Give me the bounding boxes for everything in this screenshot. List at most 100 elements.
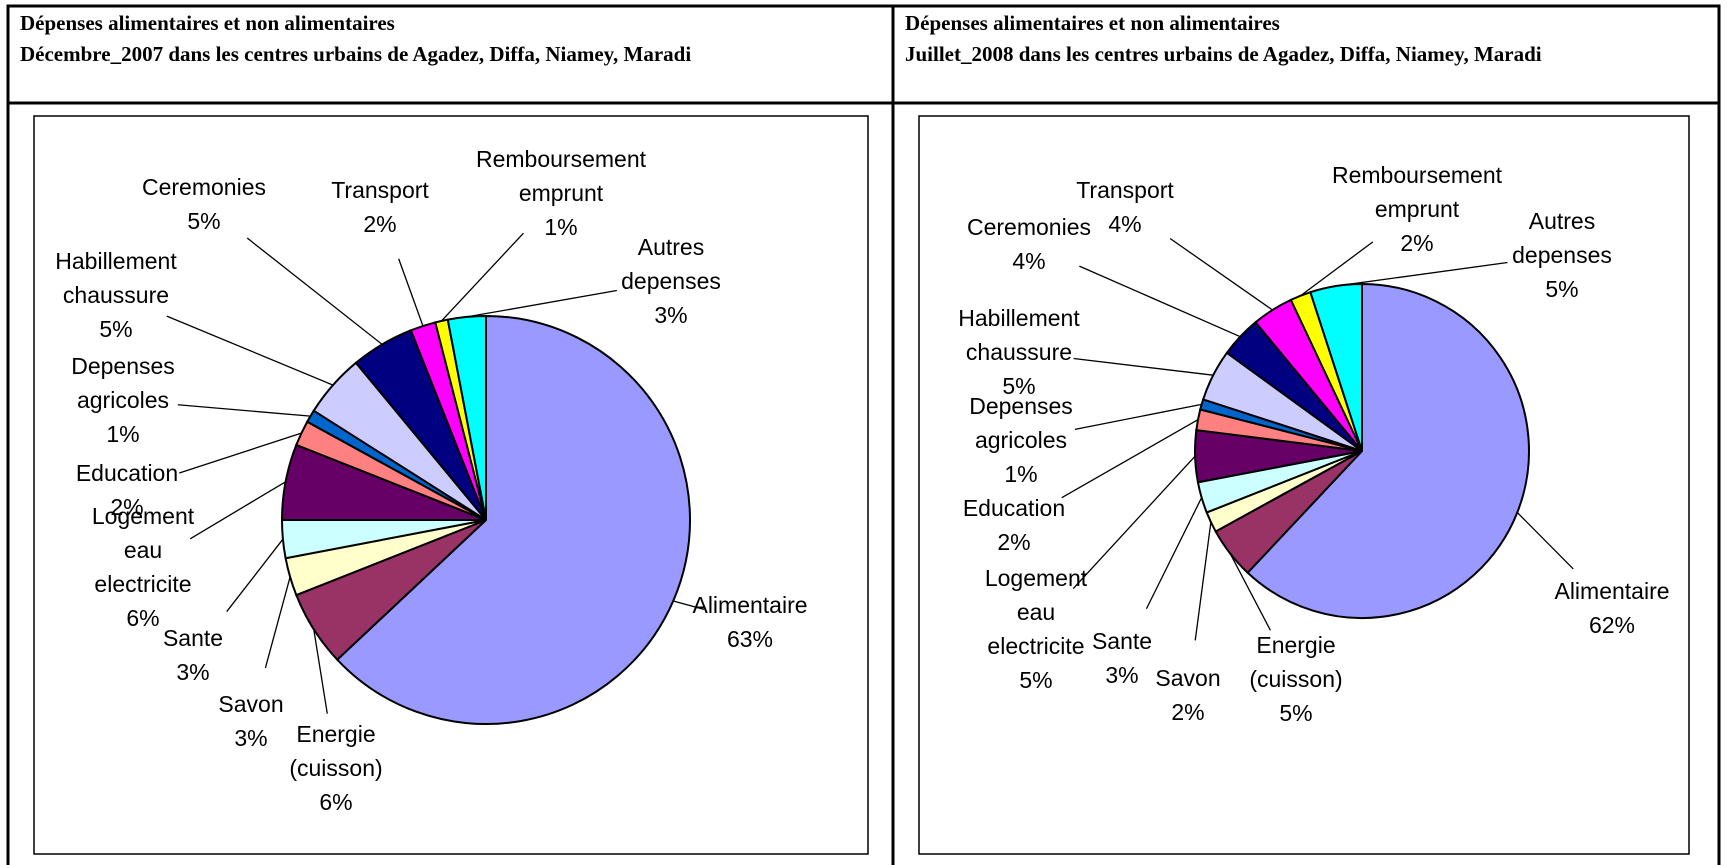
leader-line xyxy=(166,315,334,386)
leader-line xyxy=(189,481,286,540)
value-label: 5% xyxy=(1002,373,1036,399)
value-label: 6% xyxy=(126,605,160,631)
pie-slice xyxy=(446,314,487,521)
value-label: 5% xyxy=(1019,667,1053,693)
slice-label: Education 2% xyxy=(76,456,178,524)
slice-label: Education 2% xyxy=(963,491,1065,559)
slice-label: Sante 3% xyxy=(163,621,223,689)
leader-line xyxy=(1229,553,1272,631)
slice-label: Logement eau electricite 5% xyxy=(985,561,1087,697)
slice-label: Transport 4% xyxy=(1076,173,1174,241)
category-label: Sante xyxy=(162,625,224,651)
chart-subtitle: Décembre_2007 dans les centres urbains d… xyxy=(20,42,692,66)
category-label: Autres depenses xyxy=(1512,208,1612,268)
leader-line xyxy=(264,576,291,669)
category-label: Energie (cuisson) xyxy=(289,721,383,781)
leader-line xyxy=(246,237,383,345)
category-label: Sante xyxy=(1091,628,1153,654)
category-label: Alimentaire xyxy=(1554,578,1670,604)
slice-label: Savon 3% xyxy=(218,687,283,755)
value-label: 6% xyxy=(319,789,353,815)
category-label: Habillement chaussure xyxy=(958,305,1080,365)
category-label: Logement eau electricite xyxy=(91,503,195,597)
category-label: Remboursement emprunt xyxy=(1331,162,1503,222)
leader-line xyxy=(1073,357,1214,376)
value-label: 3% xyxy=(654,302,688,328)
value-label: 5% xyxy=(187,208,221,234)
value-label: 63% xyxy=(726,626,774,652)
leader-line xyxy=(466,289,617,318)
value-label: 5% xyxy=(1545,276,1579,302)
category-label: Education xyxy=(962,495,1066,521)
slice-label: Depenses agricoles 1% xyxy=(969,389,1073,491)
leader-line xyxy=(1335,261,1508,287)
category-label: Transport xyxy=(331,177,429,203)
table-border xyxy=(6,4,1721,865)
leader-line xyxy=(1516,512,1574,570)
category-label: Energie (cuisson) xyxy=(1249,632,1343,692)
category-label: Ceremonies xyxy=(142,174,266,200)
leader-line xyxy=(1061,419,1199,499)
slice-label: Remboursement emprunt 2% xyxy=(1332,158,1502,260)
leader-line xyxy=(313,629,328,714)
value-label: 1% xyxy=(544,214,578,240)
category-label: Savon xyxy=(218,691,284,717)
chart-subtitle: Juillet_2008 dans les centres urbains de… xyxy=(905,42,1542,66)
category-label: Logement eau electricite xyxy=(984,565,1088,659)
category-label: Autres depenses xyxy=(621,234,721,294)
value-label: 2% xyxy=(363,211,397,237)
value-label: 2% xyxy=(997,529,1031,555)
slice-label: Alimentaire 63% xyxy=(692,588,807,656)
value-label: 2% xyxy=(110,494,144,520)
leader-line xyxy=(177,404,311,417)
category-label: Alimentaire xyxy=(692,592,808,618)
slice-label: Alimentaire 62% xyxy=(1554,574,1669,642)
slice-label: Sante 3% xyxy=(1092,624,1152,692)
value-label: 1% xyxy=(106,421,140,447)
slice-label: Depenses agricoles 1% xyxy=(71,349,175,451)
category-label: Habillement chaussure xyxy=(55,248,177,308)
leader-line xyxy=(1194,522,1212,641)
slice-label: Transport 2% xyxy=(331,173,429,241)
slice-label: Ceremonies 5% xyxy=(142,170,266,238)
value-label: 5% xyxy=(1279,700,1313,726)
leader-line xyxy=(1074,403,1202,431)
pie-slice xyxy=(1246,282,1530,619)
value-label: 3% xyxy=(234,725,268,751)
slice-label: Habillement chaussure 5% xyxy=(958,301,1079,403)
leader-line xyxy=(1145,497,1203,610)
leader-line xyxy=(441,232,524,322)
slice-label: Remboursement emprunt 1% xyxy=(476,142,646,244)
leader-line xyxy=(673,600,705,611)
category-label: Depenses agricoles xyxy=(71,353,175,413)
value-label: 5% xyxy=(99,316,133,342)
category-label: Savon xyxy=(1155,665,1221,691)
leader-line xyxy=(179,432,302,474)
leader-line xyxy=(398,258,424,327)
value-label: 1% xyxy=(1004,461,1038,487)
category-label: Transport xyxy=(1076,177,1174,203)
slice-label: Energie (cuisson) 6% xyxy=(289,717,382,819)
leader-line xyxy=(1072,455,1196,589)
leader-line xyxy=(1079,265,1241,338)
slice-label: Autres depenses 3% xyxy=(621,230,721,332)
header-cell: Dépenses alimentaires et non alimentaire… xyxy=(905,8,1713,70)
chart-title: Dépenses alimentaires et non alimentaire… xyxy=(905,11,1280,35)
value-label: 3% xyxy=(176,659,210,685)
value-label: 2% xyxy=(1400,230,1434,256)
leader-line xyxy=(1169,237,1273,311)
slice-label: Habillement chaussure 5% xyxy=(55,244,176,346)
header-cell: Dépenses alimentaires et non alimentaire… xyxy=(20,8,882,70)
pie-slice xyxy=(1309,282,1363,452)
category-label: Education xyxy=(75,460,179,486)
slice-label: Energie (cuisson) 5% xyxy=(1249,628,1342,730)
chart-title: Dépenses alimentaires et non alimentaire… xyxy=(20,11,395,35)
value-label: 3% xyxy=(1105,662,1139,688)
value-label: 2% xyxy=(1171,699,1205,725)
value-label: 4% xyxy=(1012,248,1046,274)
value-label: 4% xyxy=(1108,211,1142,237)
category-label: Remboursement emprunt xyxy=(475,146,647,206)
slice-label: Savon 2% xyxy=(1155,661,1220,729)
